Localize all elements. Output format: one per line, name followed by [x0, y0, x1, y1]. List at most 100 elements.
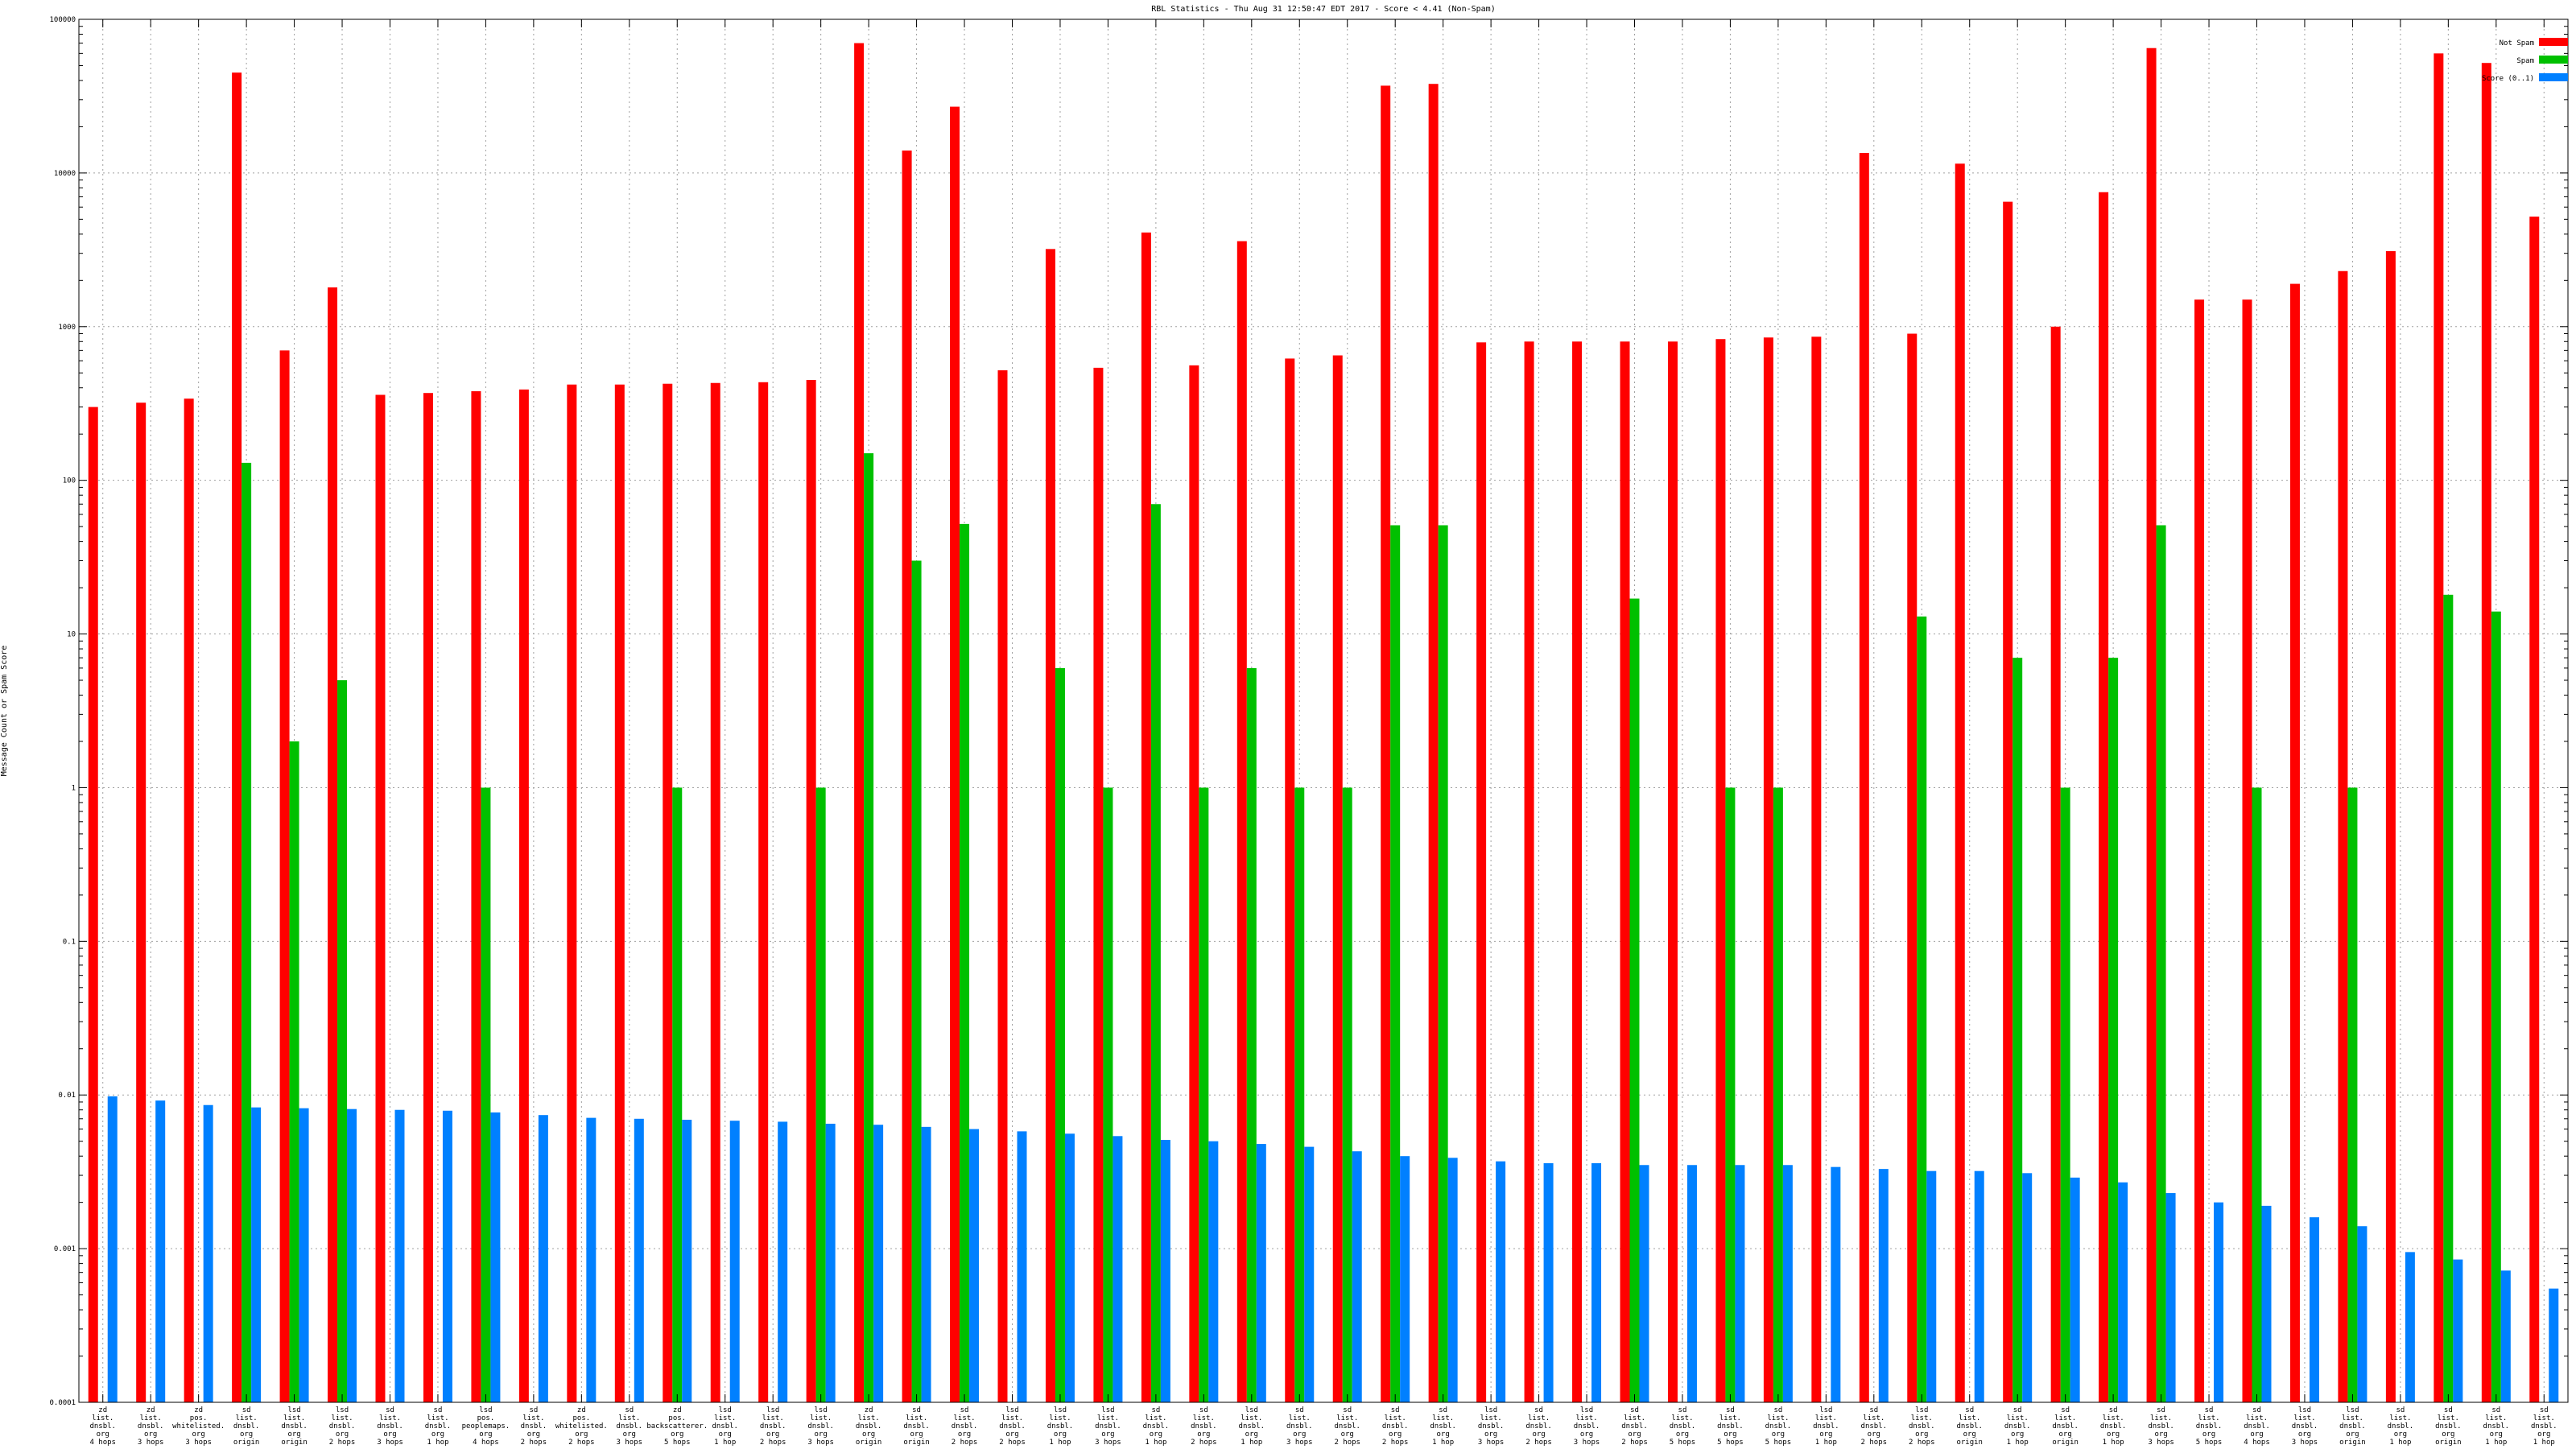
not-spam-bar	[1859, 153, 1869, 1402]
x-tick-label: sd list. dnsbl. org 1 hop	[2004, 1406, 2031, 1447]
not-spam-bar	[328, 287, 338, 1403]
x-tick-label: sd list. dnsbl. org origin	[1956, 1406, 1983, 1447]
score-bar	[1974, 1170, 1984, 1402]
score-bar	[873, 1125, 884, 1402]
score-bar	[251, 1107, 262, 1402]
x-tick-label: sd list. dnsbl. org 3 hops	[2148, 1406, 2174, 1447]
spam-bar	[2156, 525, 2166, 1402]
x-tick-label: sd list. dnsbl. org 5 hops	[2196, 1406, 2223, 1447]
score-bar	[2118, 1182, 2128, 1402]
not-spam-bar	[375, 394, 386, 1402]
not-spam-bar	[1236, 241, 1247, 1402]
not-spam-bar	[2003, 201, 2013, 1402]
score-bar	[490, 1112, 501, 1402]
x-tick-label: sd list. dnsbl. org 2 hops	[1861, 1406, 1888, 1447]
y-tick-label: 1000	[58, 324, 76, 332]
score-bar	[2549, 1288, 2559, 1402]
ticks-layer: 0.0001 0.001 0.01 0.1 1 10 100 1000 10000 100000	[49, 16, 2568, 1407]
x-tick-label: sd list. dnsbl. org 2 hops	[1621, 1406, 1648, 1447]
score-bar	[1064, 1133, 1075, 1402]
x-tick-label: sd list. dnsbl. org 2 hops	[1382, 1406, 1409, 1447]
spam-bar	[911, 560, 922, 1402]
x-tick-label: zd list. dnsbl. org 3 hops	[138, 1406, 164, 1447]
spam-bar	[1246, 667, 1257, 1402]
score-bar	[634, 1118, 644, 1402]
spam-bar	[1055, 667, 1065, 1402]
spam-bar	[2013, 658, 2023, 1402]
y-tick-label: 100	[63, 477, 76, 485]
legend-swatch	[2539, 73, 2568, 81]
not-spam-bar	[2289, 283, 2300, 1403]
y-axis-label: Message Count or Spam Score	[0, 646, 9, 777]
not-spam-bar	[1332, 355, 1343, 1403]
score-bar	[2261, 1205, 2272, 1402]
x-tick-label: lsd list. dnsbl. org 3 hops	[807, 1406, 834, 1447]
x-tick-label: lsd list. dnsbl. org 2 hops	[329, 1406, 356, 1447]
chart-title: RBL Statistics - Thu Aug 31 12:50:47 EDT…	[1151, 5, 1495, 14]
x-tick-label: sd list. dnsbl. org 1 hop	[425, 1406, 452, 1447]
score-bar	[2453, 1259, 2463, 1402]
x-tick-label: sd list. dnsbl. org 3 hops	[377, 1406, 403, 1447]
score-bar	[825, 1123, 836, 1402]
score-bar	[729, 1121, 740, 1402]
not-spam-bar	[1476, 342, 1487, 1403]
y-tick-label: 0.001	[54, 1245, 76, 1253]
y-tick-label: 0.0001	[49, 1399, 76, 1407]
not-spam-bar	[902, 150, 912, 1403]
not-spam-bar	[1907, 333, 1918, 1403]
not-spam-bar	[1667, 341, 1678, 1402]
score-bar	[2357, 1226, 2368, 1402]
x-tick-label: lsd list. dnsbl. org 2 hops	[1909, 1406, 1935, 1447]
score-bar	[1782, 1165, 1793, 1402]
x-tick-label: sd list. dnsbl. org 3 hops	[617, 1406, 643, 1447]
not-spam-bar	[2481, 63, 2491, 1403]
spam-bar	[672, 787, 683, 1402]
y-tick-label: 100000	[49, 16, 76, 24]
spam-bar	[1342, 787, 1352, 1402]
spam-bar	[1390, 525, 1401, 1402]
x-tick-label: sd list. dnsbl. org 5 hops	[1765, 1406, 1792, 1447]
x-tick-label: lsd list. dnsbl. org 3 hops	[1574, 1406, 1600, 1447]
spam-bar	[289, 741, 299, 1402]
not-spam-bar	[1955, 163, 1965, 1402]
x-tick-label: sd list. dnsbl. org 1 hop	[1430, 1406, 1456, 1447]
spam-bar	[481, 787, 491, 1402]
spam-bar	[2347, 787, 2358, 1402]
not-spam-bar	[1045, 249, 1055, 1403]
x-tick-label: zd list. dnsbl. org 4 hops	[89, 1406, 116, 1447]
x-tick-label: sd list. dnsbl. org 2 hops	[952, 1406, 978, 1447]
plot-frame	[78, 19, 2569, 1403]
x-tick-label: lsd list. dnsbl. org 3 hops	[2292, 1406, 2318, 1447]
x-tick-label: lsd list. dnsbl. org origin	[2339, 1406, 2366, 1447]
score-bar	[2022, 1173, 2033, 1402]
score-bar	[1208, 1141, 1219, 1402]
not-spam-bar	[184, 398, 194, 1402]
not-spam-bar	[950, 106, 960, 1402]
legend-label: Spam	[2516, 57, 2534, 65]
x-tick-label: lsd list. dnsbl. org 3 hops	[1095, 1406, 1121, 1447]
x-tick-label: sd list. dnsbl. org origin	[903, 1406, 930, 1447]
x-tick-label: lsd list. dnsbl. org 2 hops	[760, 1406, 786, 1447]
not-spam-bar	[806, 379, 816, 1403]
spam-bar	[1917, 616, 1927, 1402]
not-spam-bar	[567, 384, 577, 1402]
not-spam-bar	[758, 382, 769, 1403]
x-tick-label: lsd list. dnsbl. org 1 hop	[1047, 1406, 1074, 1447]
score-bar	[442, 1110, 452, 1402]
score-bar	[1878, 1169, 1889, 1402]
spam-bar	[815, 787, 826, 1402]
not-spam-bar	[1093, 367, 1104, 1402]
score-bar	[155, 1100, 166, 1402]
x-tick-label: lsd list. dnsbl. org 2 hops	[999, 1406, 1026, 1447]
spam-bar	[242, 462, 252, 1402]
score-bar	[1639, 1165, 1649, 1402]
spam-bar	[1725, 787, 1736, 1402]
x-tick-label: sd list. dnsbl. org 5 hops	[1717, 1406, 1744, 1447]
score-bar	[347, 1108, 357, 1402]
x-tick-label: lsd list. dnsbl. org 3 hops	[1478, 1406, 1505, 1447]
x-tick-label: sd list. dnsbl. org 2 hops	[521, 1406, 547, 1447]
not-spam-bar	[854, 43, 865, 1402]
score-bar	[299, 1108, 309, 1402]
not-spam-bar	[1428, 84, 1439, 1403]
not-spam-bar	[423, 393, 433, 1403]
